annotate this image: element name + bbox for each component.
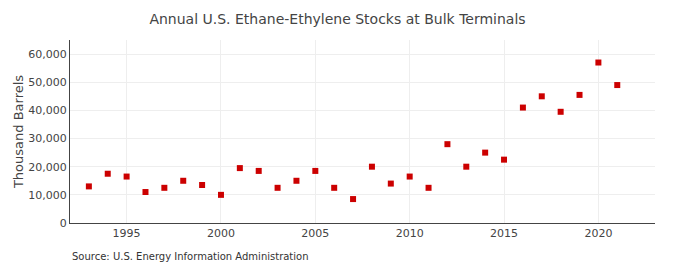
svg-text:2000: 2000 [207, 227, 235, 240]
svg-text:0: 0 [60, 217, 67, 230]
svg-text:60,000: 60,000 [28, 48, 67, 61]
svg-text:2015: 2015 [490, 227, 518, 240]
svg-text:2005: 2005 [301, 227, 329, 240]
svg-text:1995: 1995 [113, 227, 141, 240]
svg-text:Source: U.S. Energy Informatio: Source: U.S. Energy Information Administ… [72, 251, 309, 262]
svg-text:Annual U.S. Ethane-Ethylene St: Annual U.S. Ethane-Ethylene Stocks at Bu… [149, 11, 525, 27]
svg-text:20,000: 20,000 [28, 161, 67, 174]
svg-text:30,000: 30,000 [28, 132, 67, 145]
svg-text:2010: 2010 [396, 227, 424, 240]
svg-text:40,000: 40,000 [28, 104, 67, 117]
svg-text:Thousand Barrels: Thousand Barrels [11, 75, 26, 189]
svg-text:2020: 2020 [584, 227, 612, 240]
svg-text:10,000: 10,000 [28, 189, 67, 202]
svg-text:50,000: 50,000 [28, 76, 67, 89]
